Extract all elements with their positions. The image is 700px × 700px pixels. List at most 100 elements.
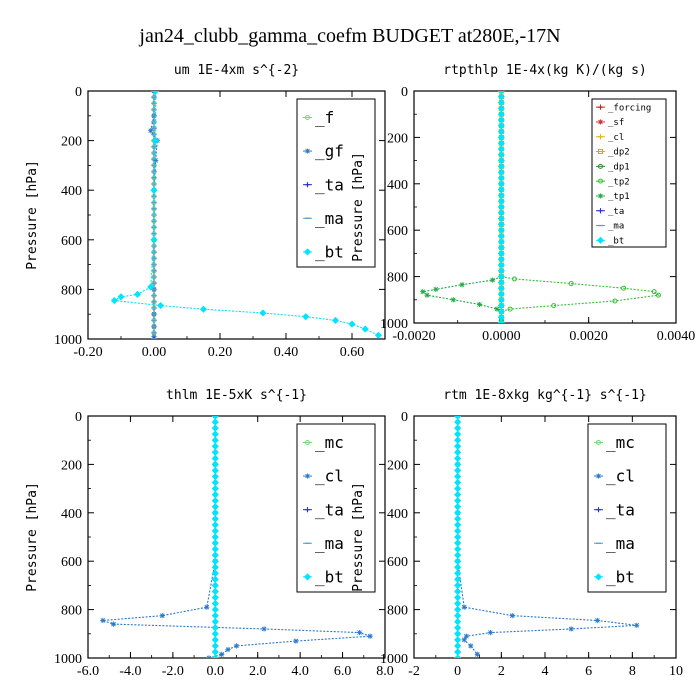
panel-2: rtpthlp 1E-4x(kg K)/(kg s) Pressure [hPa]… xyxy=(351,63,695,344)
legend-dp2-point xyxy=(598,149,603,155)
series-tp2-point xyxy=(656,292,662,298)
x-tick-label: -4.0 xyxy=(119,664,141,679)
series-bt-point xyxy=(211,563,219,571)
series-cl-point xyxy=(110,621,117,627)
legend-label-forcing: _forcing xyxy=(608,103,651,113)
series-bt-point xyxy=(454,478,462,487)
series-bt-point xyxy=(211,460,219,468)
x-tick-label: 0 xyxy=(454,664,461,679)
legend-label-dp1: _dp1 xyxy=(608,162,630,172)
series-bt-point xyxy=(454,503,462,511)
series-cl-point xyxy=(594,617,600,624)
y-tick-label: 600 xyxy=(387,224,408,239)
series-bt-point xyxy=(454,436,462,444)
y-tick-label: 1000 xyxy=(380,652,408,667)
legend-mc-point xyxy=(596,439,601,445)
legend-label-bt: _bt xyxy=(606,567,635,586)
x-tick-label: 0.60 xyxy=(340,345,365,360)
series-bt xyxy=(454,416,462,658)
y-tick-label: 0 xyxy=(401,85,408,100)
series-bt-point xyxy=(454,466,462,475)
legend-label-cl: _cl xyxy=(606,467,635,486)
legend-cl-point xyxy=(304,473,311,479)
x-tick-label: 0.0000 xyxy=(482,329,521,344)
series-cl-point xyxy=(568,626,574,632)
panel-title: rtpthlp 1E-4x(kg K)/(kg s) xyxy=(443,63,647,78)
series-bt-point xyxy=(211,545,219,553)
series-bt-point xyxy=(454,642,462,650)
series-gf-point xyxy=(148,128,154,134)
series-cl-point xyxy=(487,629,494,636)
series-cl-point xyxy=(463,633,469,639)
series-bt-point xyxy=(211,416,219,420)
series-bt-point xyxy=(454,612,462,620)
x-tick-label: 2.0 xyxy=(249,664,267,679)
x-tick-label: -2.0 xyxy=(162,664,184,679)
series-cl-point xyxy=(204,604,210,610)
y-tick-label: 800 xyxy=(387,604,408,619)
series-bt-point xyxy=(454,442,462,450)
legend-box xyxy=(587,423,667,593)
series-bt-point xyxy=(110,296,118,305)
series-cl-point xyxy=(468,643,474,649)
legend-label-ta: _ta xyxy=(606,500,635,519)
series-bt-point xyxy=(331,316,340,324)
legend-cl-point xyxy=(595,473,602,479)
series-bt-point xyxy=(454,606,462,614)
plot-area xyxy=(100,416,373,658)
series-bt xyxy=(497,91,505,323)
series-bt-point xyxy=(454,624,462,632)
legend-label-ma: _ma xyxy=(315,534,344,553)
series-bt-point xyxy=(454,648,462,656)
series-bt-point xyxy=(454,448,462,456)
legend-tp2-point xyxy=(598,178,603,184)
series-tp1-point xyxy=(450,297,456,303)
series-tp2-point xyxy=(507,306,513,312)
legend-label-tp1: _tp1 xyxy=(608,192,630,202)
legend-ta-point xyxy=(597,208,604,214)
series-bt-point xyxy=(497,319,505,323)
series-bt-point xyxy=(211,478,219,487)
series-bt-point xyxy=(150,186,158,194)
series-bt-point xyxy=(211,436,219,444)
series-bt-point xyxy=(454,569,462,577)
series-cl-point xyxy=(219,651,225,657)
series-cl-point xyxy=(225,646,231,653)
legend-box xyxy=(296,423,376,593)
series-ta-point xyxy=(151,336,157,339)
series-bt-point xyxy=(211,612,219,620)
legend-box xyxy=(296,98,376,268)
legend-label-gf: _gf xyxy=(315,142,344,161)
legend-gf-point xyxy=(304,148,311,154)
y-axis-label: Pressure [hPa] xyxy=(25,160,40,270)
y-tick-label: 200 xyxy=(61,458,82,473)
series-bt-point xyxy=(211,557,219,565)
series-bt-point xyxy=(211,491,219,499)
series-bt-point xyxy=(211,509,219,517)
series-tp2-point xyxy=(651,289,657,295)
x-tick-label: 0.0020 xyxy=(569,329,608,344)
series-bt-point xyxy=(454,599,462,608)
series-bt-point xyxy=(211,575,219,583)
series-bt-point xyxy=(147,283,155,291)
series-bt-point xyxy=(454,416,462,420)
x-tick-label: 0.00 xyxy=(142,345,167,360)
series-bt-point xyxy=(150,236,158,244)
series-bt-point xyxy=(361,325,369,333)
y-tick-label: 400 xyxy=(61,184,82,199)
y-tick-label: 1000 xyxy=(54,652,82,667)
x-tick-label: 4.0 xyxy=(291,664,309,679)
legend-label-ta: _ta xyxy=(608,207,624,217)
y-tick-label: 800 xyxy=(61,283,82,298)
series-bt-point xyxy=(454,521,462,529)
series-bt-point xyxy=(454,551,462,559)
series-bt-point xyxy=(374,331,382,339)
x-tick-label: 8.0 xyxy=(376,664,394,679)
legend-label-sf: _sf xyxy=(608,118,624,128)
series-tp1-point xyxy=(459,282,465,288)
series-bt-point xyxy=(133,290,142,298)
legend-label-cl: _cl xyxy=(315,467,344,486)
legend: _forcing _sf _cl _dp2 _dp1 _tp2 _tp1 _ta _ma _bt xyxy=(591,98,667,248)
series-bt-point xyxy=(211,424,219,432)
